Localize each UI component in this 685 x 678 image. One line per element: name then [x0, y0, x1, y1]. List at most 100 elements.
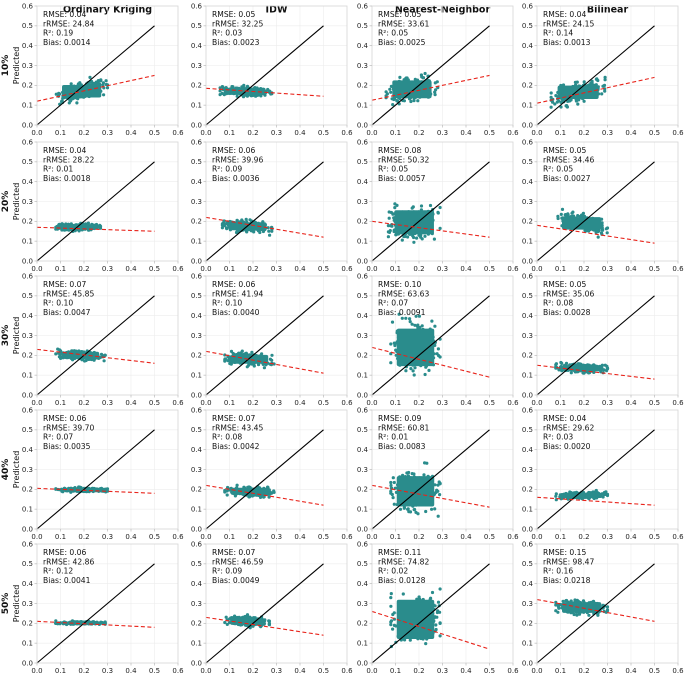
- stat-annotation: Bias: 0.0027: [543, 174, 591, 183]
- y-tick-label: 0.0: [22, 525, 33, 533]
- y-tick-label: 0.1: [22, 506, 33, 514]
- x-tick-label: 0.6: [507, 533, 519, 541]
- data-point: [412, 373, 416, 377]
- y-tick-label: 0.2: [522, 218, 533, 226]
- x-tick-label: 0.2: [413, 129, 424, 137]
- y-tick-label: 0.5: [357, 158, 368, 166]
- y-tick-label: 0.3: [191, 466, 202, 474]
- y-tick-label: 0.1: [357, 238, 368, 246]
- x-tick-label: 0.4: [460, 265, 472, 273]
- y-tick-label: 0.6: [22, 2, 34, 10]
- x-tick-label: 0.6: [507, 399, 519, 407]
- x-tick-label: 0.6: [672, 265, 684, 273]
- scatter-panel: 0.0 0.1 0.2 0.3 0.4 0.5 0.60.00.10.20.30.40.50…: [22, 406, 184, 541]
- data-point: [104, 79, 108, 83]
- data-point: [605, 226, 610, 230]
- data-point: [389, 342, 393, 346]
- data-point: [573, 80, 578, 84]
- stat-annotation: Bias: 0.0023: [212, 38, 260, 47]
- x-tick-label: 0.3: [437, 129, 448, 137]
- y-tick-label: 0.5: [191, 292, 202, 300]
- x-tick-label: 0.1: [390, 533, 401, 541]
- data-point: [218, 89, 222, 93]
- data-point: [590, 79, 594, 83]
- x-tick-label: 0.3: [271, 533, 282, 541]
- data-point: [245, 84, 250, 88]
- stat-annotation: Bias: 0.0013: [543, 38, 591, 47]
- data-point: [250, 350, 254, 354]
- data-point: [600, 226, 604, 230]
- row-label: 20%: [1, 191, 11, 213]
- data-point: [71, 358, 75, 362]
- x-tick-label: 0.4: [625, 265, 637, 273]
- y-tick-label: 0.3: [522, 466, 533, 474]
- stat-annotation: R²: 0.08: [212, 433, 242, 442]
- y-tick-label: 0.4: [191, 42, 203, 50]
- data-point: [223, 222, 227, 226]
- point-density-core: [562, 492, 602, 498]
- data-point: [412, 99, 416, 103]
- y-tick-label: 0.5: [357, 426, 368, 434]
- data-point: [437, 354, 441, 358]
- x-tick-label: 0.4: [125, 129, 137, 137]
- scatter-panel: 0.0 0.1 0.2 0.3 0.4 0.5 0.60.00.10.20.30.40.50…: [357, 2, 519, 137]
- stat-annotation: RMSE: 0.09: [378, 414, 421, 423]
- stat-annotation: RMSE: 0.04: [43, 146, 86, 155]
- data-point: [553, 102, 557, 106]
- scatter-panel: 0.0 0.1 0.2 0.3 0.4 0.5 0.60.00.10.20.30.40.50…: [522, 406, 684, 541]
- data-point: [568, 99, 572, 103]
- data-point: [559, 105, 563, 109]
- y-tick-label: 0.4: [522, 42, 534, 50]
- data-point: [398, 507, 403, 511]
- data-point: [389, 480, 393, 485]
- scatter-panel: 0.0 0.1 0.2 0.3 0.4 0.5 0.60.00.10.20.30.40.50…: [357, 272, 519, 407]
- x-tick-label: 0.4: [125, 399, 137, 407]
- data-point: [571, 210, 575, 214]
- x-tick-label: 0.4: [294, 265, 306, 273]
- y-tick-label: 0.3: [357, 198, 368, 206]
- x-tick-label: 0.1: [55, 129, 66, 137]
- row-label: 30%: [1, 325, 11, 347]
- scatter-panel: 0.0 0.1 0.2 0.3 0.4 0.5 0.60.00.10.20.30.40.50…: [22, 272, 184, 407]
- scatter-panel: 0.0 0.1 0.2 0.3 0.4 0.5 0.60.00.10.20.30.40.50…: [22, 540, 184, 675]
- data-point: [415, 236, 419, 240]
- data-point: [388, 229, 392, 233]
- data-point: [564, 213, 568, 217]
- data-point: [59, 355, 63, 359]
- data-point: [436, 489, 440, 493]
- data-point: [438, 493, 442, 497]
- stat-annotation: R²: 0.07: [378, 299, 408, 308]
- data-point: [244, 217, 248, 221]
- data-point: [603, 75, 607, 79]
- x-tick-label: 0.6: [172, 533, 184, 541]
- data-point: [222, 219, 226, 223]
- stat-annotation: rRMSE: 39.70: [43, 423, 94, 432]
- data-point: [560, 361, 564, 365]
- y-tick-label: 0.2: [522, 82, 533, 90]
- x-tick-label: 0.1: [555, 399, 566, 407]
- stat-annotation: rRMSE: 39.96: [212, 155, 263, 164]
- x-tick-label: 0.0: [366, 399, 377, 407]
- y-tick-label: 0.6: [357, 138, 369, 146]
- y-tick-label: 0.1: [522, 372, 533, 380]
- data-point: [433, 324, 437, 328]
- y-tick-label: 0.4: [357, 178, 369, 186]
- y-tick-label: 0.0: [22, 121, 33, 129]
- data-point: [392, 216, 396, 220]
- data-point: [408, 320, 412, 324]
- stat-annotation: Bias: 0.0083: [378, 442, 426, 451]
- data-point: [389, 90, 393, 94]
- x-tick-label: 0.6: [341, 265, 353, 273]
- data-point: [69, 82, 73, 86]
- data-point: [390, 320, 395, 324]
- x-tick-label: 0.3: [271, 129, 282, 137]
- y-tick-label: 0.6: [191, 138, 203, 146]
- data-point: [245, 365, 249, 369]
- x-tick-label: 0.3: [102, 265, 113, 273]
- stat-annotation: rRMSE: 33.61: [378, 19, 429, 28]
- y-tick-label: 0.3: [191, 62, 202, 70]
- data-point: [576, 214, 580, 218]
- y-tick-label: 0.3: [522, 198, 533, 206]
- stat-annotation: rRMSE: 42.86: [43, 557, 94, 566]
- data-point: [423, 71, 427, 76]
